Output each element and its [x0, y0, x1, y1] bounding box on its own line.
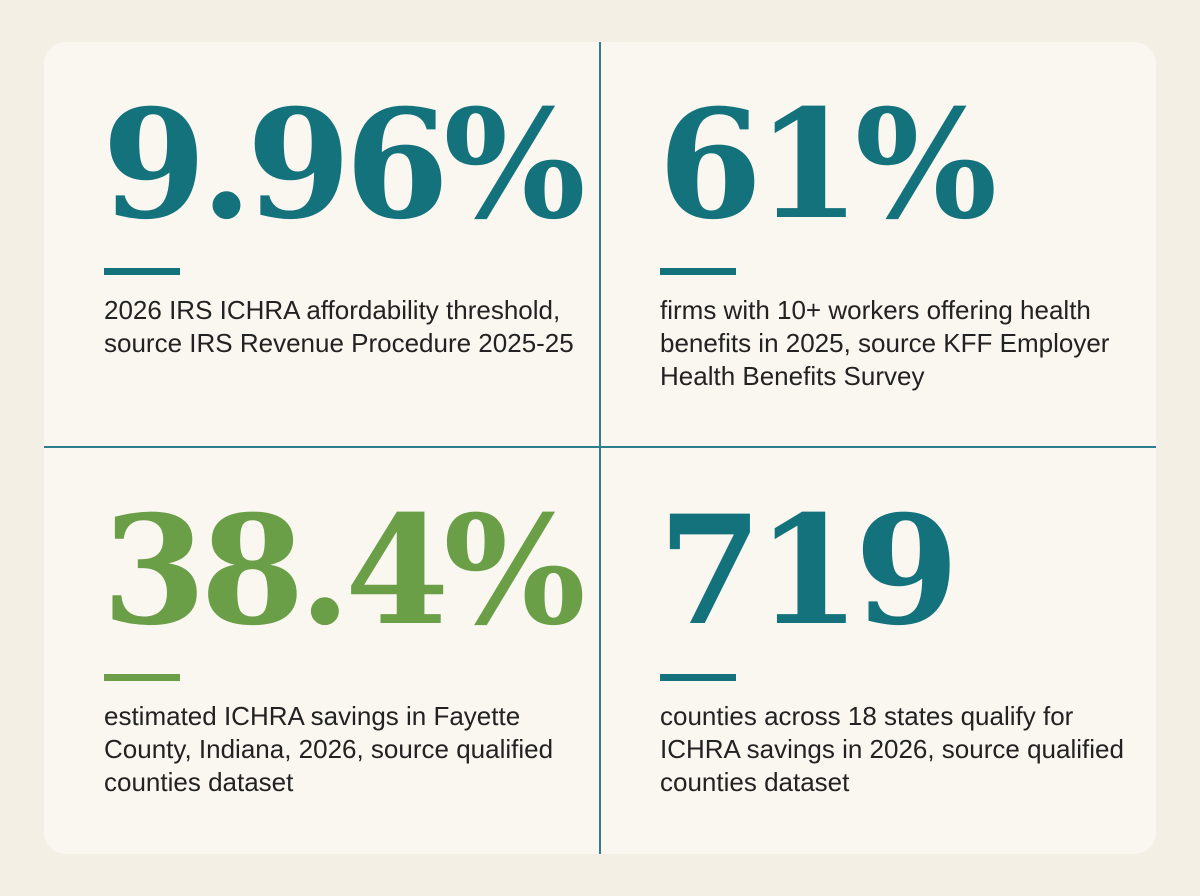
vertical-divider [599, 42, 601, 854]
accent-bar [660, 268, 736, 275]
stat-cell-qualifying-counties: 719 counties across 18 states qualify fo… [600, 448, 1156, 854]
stats-card: 9.96% 2026 IRS ICHRA affordability thres… [44, 42, 1156, 854]
stat-value: 61% [658, 77, 997, 253]
stat-cell-affordability-threshold: 9.96% 2026 IRS ICHRA affordability thres… [44, 42, 600, 448]
stat-caption: firms with 10+ workers offering health b… [660, 295, 1110, 391]
stat-value: 719 [658, 483, 959, 659]
stat-caption: 2026 IRS ICHRA affordability threshold, … [104, 295, 574, 358]
stat-cell-firms-offering-benefits: 61% firms with 10+ workers offering heal… [600, 42, 1156, 448]
stat-value: 38.4% [102, 483, 586, 659]
stat-caption: estimated ICHRA savings in Fayette Count… [104, 701, 554, 797]
horizontal-divider [44, 446, 1156, 448]
accent-bar [660, 674, 736, 681]
accent-bar [104, 268, 180, 275]
stat-caption: counties across 18 states qualify for IC… [660, 701, 1124, 797]
stat-cell-estimated-savings: 38.4% estimated ICHRA savings in Fayette… [44, 448, 600, 854]
stat-value: 9.96% [102, 77, 586, 253]
accent-bar [104, 674, 180, 681]
